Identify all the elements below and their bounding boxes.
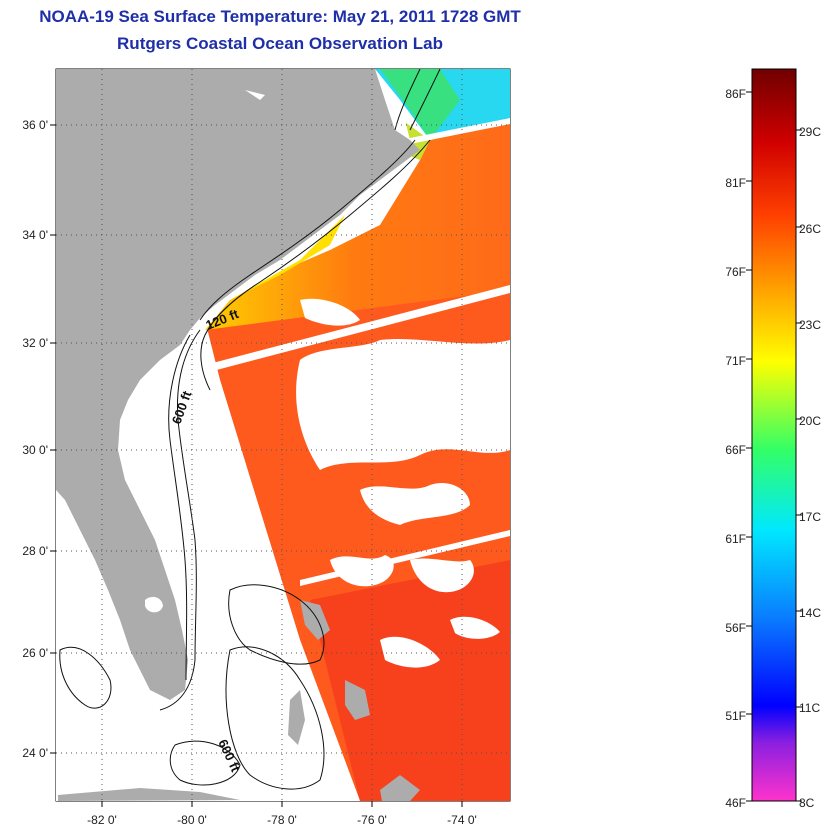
colorbar: 86F 81F 76F 71F 66F 61F 56F 51F 46F 29C … <box>725 68 821 810</box>
lat-label-24: 24 0' <box>22 746 48 760</box>
longitude-labels: -82 0' -80 0' -78 0' -76 0' -74 0' <box>87 813 477 827</box>
lon-label-78: -78 0' <box>267 813 297 827</box>
colorbar-f-label: 56F <box>725 621 746 635</box>
colorbar-c-label: 11C <box>799 701 820 715</box>
lat-label-36: 36 0' <box>22 118 48 132</box>
map-title: NOAA-19 Sea Surface Temperature: May 21,… <box>39 7 521 26</box>
colorbar-c-label: 8C <box>799 796 815 810</box>
colorbar-f-label: 51F <box>725 709 746 723</box>
latitude-labels: 36 0' 34 0' 32 0' 30 0' 28 0' 26 0' 24 0… <box>22 118 48 760</box>
colorbar-gradient <box>751 68 797 802</box>
lat-label-28: 28 0' <box>22 544 48 558</box>
colorbar-c-label: 23C <box>799 318 821 332</box>
colorbar-c-label: 17C <box>799 510 821 524</box>
colorbar-c-label: 26C <box>799 222 821 236</box>
map-subtitle: Rutgers Coastal Ocean Observation Lab <box>117 34 443 53</box>
lon-label-80: -80 0' <box>177 813 207 827</box>
lat-label-34: 34 0' <box>22 228 48 242</box>
colorbar-f-label: 46F <box>725 796 746 810</box>
colorbar-f-label: 71F <box>725 354 746 368</box>
colorbar-c-label: 14C <box>799 606 821 620</box>
lat-label-30: 30 0' <box>22 443 48 457</box>
lat-label-32: 32 0' <box>22 336 48 350</box>
graticule <box>56 69 510 801</box>
colorbar-c-label: 29C <box>799 125 821 139</box>
land-mass <box>56 69 420 801</box>
colorbar-c-label: 20C <box>799 414 821 428</box>
colorbar-f-label: 86F <box>725 87 746 101</box>
colorbar-f-label: 76F <box>725 265 746 279</box>
lat-label-26: 26 0' <box>22 646 48 660</box>
frame-ticks <box>50 124 463 807</box>
colorbar-f-label: 81F <box>725 176 746 190</box>
lon-label-74: -74 0' <box>447 813 477 827</box>
bathymetry-contours <box>59 69 441 790</box>
lon-label-76: -76 0' <box>357 813 387 827</box>
lon-label-82: -82 0' <box>87 813 117 827</box>
colorbar-f-label: 61F <box>725 532 746 546</box>
colorbar-f-label: 66F <box>725 443 746 457</box>
